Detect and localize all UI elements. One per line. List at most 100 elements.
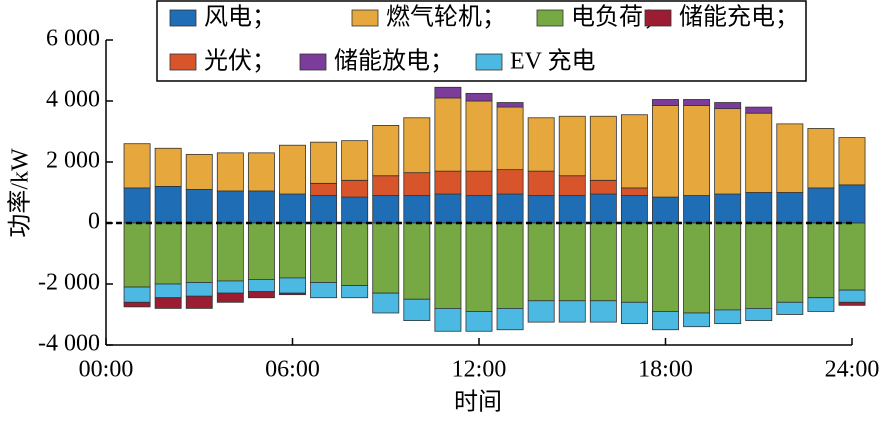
legend-label: 风电； xyxy=(204,4,276,31)
bar-segment xyxy=(185,189,213,224)
bar-segment xyxy=(714,309,742,325)
legend-swatch xyxy=(536,9,564,27)
bar-segment xyxy=(372,125,400,177)
y-tick-label: -4 000 xyxy=(38,331,100,357)
bar-segment xyxy=(465,92,493,102)
bar-segment xyxy=(247,222,275,280)
bar-segment xyxy=(123,301,151,308)
legend-label: 储能充电； xyxy=(679,4,799,31)
bar-segment xyxy=(372,175,400,196)
bar-segment xyxy=(372,195,400,224)
bar-segment xyxy=(247,152,275,192)
bar-segment xyxy=(247,279,275,293)
bar-segment xyxy=(807,128,835,189)
x-tick-label: 24:00 xyxy=(825,357,880,383)
legend-swatch xyxy=(169,9,197,27)
bar-segment xyxy=(372,222,400,294)
bar-segment xyxy=(310,182,338,196)
bar-segment xyxy=(123,187,151,224)
bar-segment xyxy=(185,282,213,297)
bar-segment xyxy=(589,115,617,181)
bar-segment xyxy=(403,117,431,174)
bar-segment xyxy=(496,102,524,108)
bar-segment xyxy=(527,222,555,302)
legend-swatch xyxy=(169,53,197,71)
x-tick-label: 18:00 xyxy=(638,357,693,383)
bar-segment xyxy=(434,97,462,172)
bar-segment xyxy=(216,280,244,294)
bar-segment xyxy=(589,193,617,224)
legend-label: 光伏； xyxy=(204,48,276,75)
bar-segment xyxy=(465,195,493,224)
legend-label: 燃气轮机； xyxy=(386,4,506,31)
bar-segment xyxy=(838,184,866,224)
bar-segment xyxy=(558,300,586,323)
bar-segment xyxy=(247,190,275,224)
legend-label: 储能放电； xyxy=(334,48,454,75)
bar-segment xyxy=(558,195,586,224)
bar-segment xyxy=(465,311,493,332)
bar-segment xyxy=(745,307,773,321)
bar-segment xyxy=(310,195,338,224)
bar-segment xyxy=(776,123,804,193)
bar-segment xyxy=(745,112,773,193)
bar-segment xyxy=(558,222,586,302)
bar-segment xyxy=(589,222,617,302)
bar-segment xyxy=(745,106,773,114)
legend-swatch xyxy=(351,9,379,27)
bar-segment xyxy=(279,193,306,224)
bar-segment xyxy=(838,137,866,186)
bar-segment xyxy=(372,292,400,314)
bar-segment xyxy=(776,301,804,315)
bar-segment xyxy=(123,143,151,189)
bar-segment xyxy=(745,222,773,309)
bar-segment xyxy=(527,170,555,196)
bar-segment xyxy=(310,141,338,184)
bar-segment xyxy=(341,285,369,299)
legend-swatch xyxy=(475,53,503,71)
bar-segment xyxy=(807,297,835,312)
bar-segment xyxy=(185,295,213,309)
bar-segment xyxy=(807,187,835,224)
bar-segment xyxy=(154,283,182,299)
bar-segment xyxy=(620,301,648,325)
bar-segment xyxy=(341,222,369,286)
bar-segment xyxy=(683,105,711,196)
bar-segment xyxy=(714,193,742,224)
bar-segment xyxy=(652,99,679,106)
y-tick-label: 6 000 xyxy=(46,26,100,52)
bar-segment xyxy=(310,282,338,299)
bar-segment xyxy=(279,222,306,279)
bar-segment xyxy=(279,144,306,195)
x-tick-label: 12:00 xyxy=(452,357,507,383)
bar-segment xyxy=(496,106,524,171)
bar-segment xyxy=(465,222,493,312)
bar-segment xyxy=(154,185,182,224)
bar-segment xyxy=(465,100,493,172)
bar-segment xyxy=(185,153,213,190)
bar-segment xyxy=(341,140,369,181)
bar-segment xyxy=(620,114,648,189)
bar-segment xyxy=(620,222,648,303)
bar-segment xyxy=(496,307,524,331)
bar-segment xyxy=(652,105,679,198)
bar-segment xyxy=(434,307,462,332)
x-tick-label: 00:00 xyxy=(79,357,134,383)
bar-segment xyxy=(434,193,462,224)
bar-segment xyxy=(558,115,586,177)
x-axis-label: 时间 xyxy=(454,389,502,416)
bar-segment xyxy=(216,222,244,282)
y-tick-label: -2 000 xyxy=(38,270,100,296)
bar-segment xyxy=(838,222,866,291)
bar-segment xyxy=(403,195,431,224)
bar-segment xyxy=(154,222,182,285)
bar-segment xyxy=(683,312,711,328)
bar-segment xyxy=(838,301,866,306)
bar-segment xyxy=(620,187,648,196)
bar-segment xyxy=(558,175,586,196)
bar-segment xyxy=(185,222,213,283)
bar-segment xyxy=(683,195,711,224)
bar-segment xyxy=(403,172,431,196)
y-tick-label: 4 000 xyxy=(46,87,100,113)
